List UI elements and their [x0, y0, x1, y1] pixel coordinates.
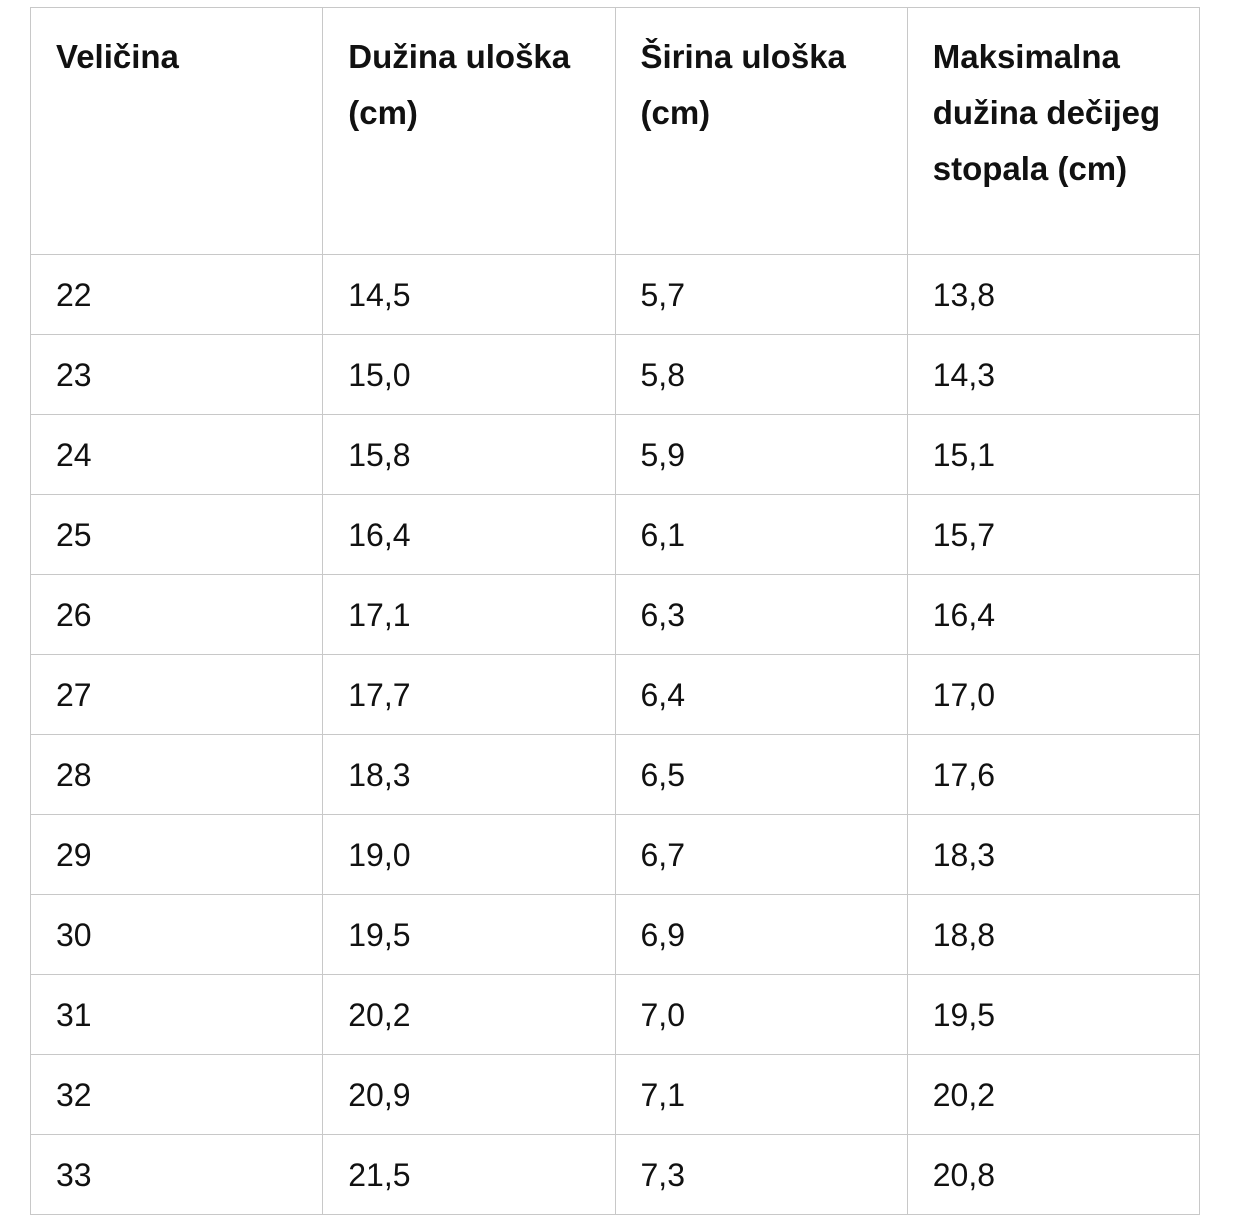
table-row: 32 20,9 7,1 20,2 — [29, 1054, 1201, 1135]
table-cell: 13,8 — [906, 254, 1201, 335]
table-cell: 18,8 — [906, 894, 1201, 975]
header-text: Dužina uloška (cm) — [348, 38, 571, 131]
table-cell: 29 — [29, 814, 324, 895]
table-cell: 15,0 — [322, 334, 616, 415]
table-cell: 5,8 — [614, 334, 908, 415]
table-cell: 25 — [29, 494, 324, 575]
table-cell: 20,2 — [906, 1054, 1201, 1135]
table-cell: 15,8 — [322, 414, 616, 495]
table-cell: 30 — [29, 894, 324, 975]
table-cell: 6,1 — [614, 494, 908, 575]
table-cell: 6,9 — [614, 894, 908, 975]
table-cell: 22 — [29, 254, 324, 335]
table-cell: 17,6 — [906, 734, 1201, 815]
table-cell: 17,7 — [322, 654, 616, 735]
table-row: 31 20,2 7,0 19,5 — [29, 974, 1201, 1055]
table-cell: 16,4 — [906, 574, 1201, 655]
table-cell: 14,5 — [322, 254, 616, 335]
table-cell: 27 — [29, 654, 324, 735]
size-table: Veličina Dužina uloška (cm) Širina uloška … — [29, 7, 1201, 1215]
header-cell: Veličina — [29, 7, 324, 255]
table-cell: 14,3 — [906, 334, 1201, 415]
table-cell: 21,5 — [322, 1134, 616, 1215]
table-cell: 24 — [29, 414, 324, 495]
table-cell: 5,7 — [614, 254, 908, 335]
table-row: 27 17,7 6,4 17,0 — [29, 654, 1201, 735]
header-cell: Maksimalna dužina dečijeg stopala (cm) — [906, 7, 1201, 255]
table-cell: 23 — [29, 334, 324, 415]
table-cell: 18,3 — [322, 734, 616, 815]
table-cell: 6,3 — [614, 574, 908, 655]
table-row: 28 18,3 6,5 17,6 — [29, 734, 1201, 815]
table-cell: 7,3 — [614, 1134, 908, 1215]
table-cell: 19,5 — [322, 894, 616, 975]
table-cell: 32 — [29, 1054, 324, 1135]
table-cell: 6,7 — [614, 814, 908, 895]
header-row: Veličina Dužina uloška (cm) Širina uloška … — [29, 7, 1201, 255]
table-cell: 20,8 — [906, 1134, 1201, 1215]
table-cell: 15,1 — [906, 414, 1201, 495]
table-cell: 18,3 — [906, 814, 1201, 895]
table-row: 25 16,4 6,1 15,7 — [29, 494, 1201, 575]
table-cell: 20,9 — [322, 1054, 616, 1135]
table-body: 22 14,5 5,7 13,8 23 15,0 5,8 14,3 24 15,8 5,9 15,1 2… — [29, 254, 1201, 1215]
table-cell: 26 — [29, 574, 324, 655]
header-text: Maksimalna dužina dečijeg stopala (cm) — [932, 38, 1161, 187]
table-row: 33 21,5 7,3 20,8 — [29, 1134, 1201, 1215]
table-row: 22 14,5 5,7 13,8 — [29, 254, 1201, 335]
header-text: Veličina — [56, 38, 179, 75]
table-cell: 31 — [29, 974, 324, 1055]
table-cell: 15,7 — [906, 494, 1201, 575]
table-cell: 19,0 — [322, 814, 616, 895]
table-row: 30 19,5 6,9 18,8 — [29, 894, 1201, 975]
table-row: 24 15,8 5,9 15,1 — [29, 414, 1201, 495]
header-cell: Širina uloška (cm) — [614, 7, 908, 255]
table-cell: 6,5 — [614, 734, 908, 815]
table-cell: 7,1 — [614, 1054, 908, 1135]
table-cell: 33 — [29, 1134, 324, 1215]
header-cell: Dužina uloška (cm) — [322, 7, 616, 255]
header-text: Širina uloška (cm) — [640, 38, 846, 131]
table-row: 23 15,0 5,8 14,3 — [29, 334, 1201, 415]
table-cell: 19,5 — [906, 974, 1201, 1055]
table-cell: 17,1 — [322, 574, 616, 655]
table-row: 29 19,0 6,7 18,3 — [29, 814, 1201, 895]
table-row: 26 17,1 6,3 16,4 — [29, 574, 1201, 655]
table-cell: 16,4 — [322, 494, 616, 575]
table-cell: 28 — [29, 734, 324, 815]
table-cell: 17,0 — [906, 654, 1201, 735]
table-cell: 5,9 — [614, 414, 908, 495]
table-cell: 20,2 — [322, 974, 616, 1055]
table-cell: 6,4 — [614, 654, 908, 735]
table-cell: 7,0 — [614, 974, 908, 1055]
